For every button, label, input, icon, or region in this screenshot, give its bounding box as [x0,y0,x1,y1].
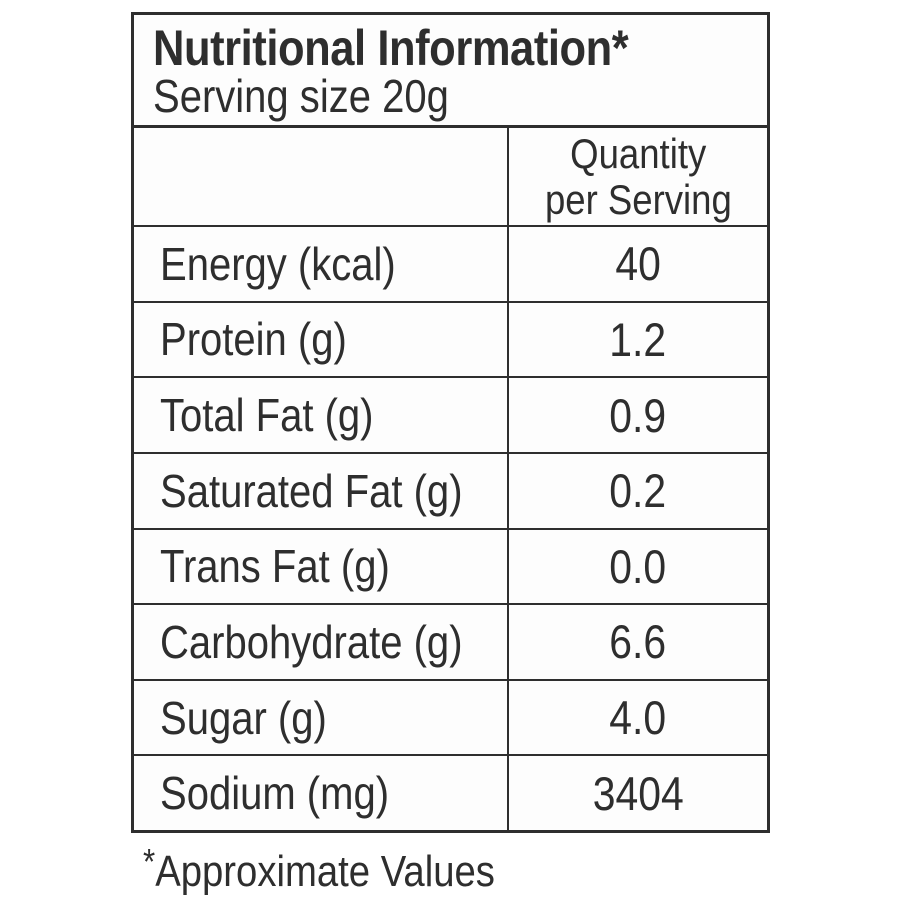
table-row-sodium: Sodium (mg) 3404 [134,754,767,830]
nutrient-name: Total Fat (g) [134,378,509,452]
table-row-sugar: Sugar (g) 4.0 [134,678,767,755]
column-header-empty [134,128,509,225]
nutrient-value: 0.2 [509,454,767,528]
nutrient-value-text: 1.2 [609,312,667,366]
nutrient-name-text: Saturated Fat (g) [160,464,463,517]
nutrient-value: 0.0 [509,530,767,604]
nutrient-name: Saturated Fat (g) [134,453,509,528]
nutrient-name: Protein (g) [134,302,509,377]
label-title: Nutritional Information* [153,20,629,76]
footnote: *Approximate Values [143,838,548,896]
nutrient-value: 40 [509,227,767,301]
nutrient-value: 1.2 [509,303,767,377]
table-row-carbohydrate: Carbohydrate (g) 6.6 [134,603,767,679]
nutrient-value-text: 0.0 [609,539,667,593]
nutrient-name-text: Sugar (g) [160,691,327,744]
table-row-trans-fat: Trans Fat (g) 0.0 [134,527,767,604]
column-header-line2: per Serving [544,175,732,223]
serving-size-row: Serving size 20g [153,73,757,119]
table-header-row: Quantity per Serving [134,128,767,225]
nutrient-name: Carbohydrate (g) [134,605,509,679]
serving-size: Serving size 20g [153,70,449,122]
footnote-text: Approximate Values [155,847,495,896]
asterisk-symbol: * [143,841,156,882]
table-row-total-fat: Total Fat (g) 0.9 [134,376,767,452]
nutrient-value-text: 3404 [592,766,684,820]
nutrient-name-text: Carbohydrate (g) [160,615,463,668]
nutrient-value: 4.0 [509,681,767,755]
nutrient-name-text: Sodium (mg) [160,767,390,820]
nutrient-value-text: 40 [615,237,661,291]
nutrient-value: 3404 [509,756,767,830]
nutrient-name: Sodium (mg) [134,756,509,830]
table-body: Energy (kcal) 40 Protein (g) 1.2 Total F… [134,225,767,830]
nutrient-name: Sugar (g) [134,680,509,755]
nutrition-label: Nutritional Information* Serving size 20… [131,12,770,833]
column-header-quantity: Quantity per Serving [509,128,767,225]
nutrient-value-text: 4.0 [609,691,667,745]
nutrient-value-text: 0.2 [609,464,667,518]
nutrient-value-text: 0.9 [609,388,667,442]
nutrient-name-text: Protein (g) [160,313,347,366]
table-row-saturated-fat: Saturated Fat (g) 0.2 [134,451,767,528]
footnote-text-wrap: *Approximate Values [143,838,495,896]
column-header-line1: Quantity [569,129,707,177]
table-row-protein: Protein (g) 1.2 [134,300,767,377]
nutrient-value: 0.9 [509,378,767,452]
nutrient-name-text: Total Fat (g) [160,389,374,442]
label-header: Nutritional Information* Serving size 20… [134,15,767,128]
nutrient-name: Trans Fat (g) [134,529,509,604]
nutrient-name: Energy (kcal) [134,227,509,301]
nutrient-value: 6.6 [509,605,767,679]
table-row-energy: Energy (kcal) 40 [134,225,767,301]
nutrient-name-text: Energy (kcal) [160,237,396,290]
nutrient-name-text: Trans Fat (g) [160,540,390,593]
nutrient-value-text: 6.6 [609,615,667,669]
label-title-row: Nutritional Information* [153,23,757,73]
